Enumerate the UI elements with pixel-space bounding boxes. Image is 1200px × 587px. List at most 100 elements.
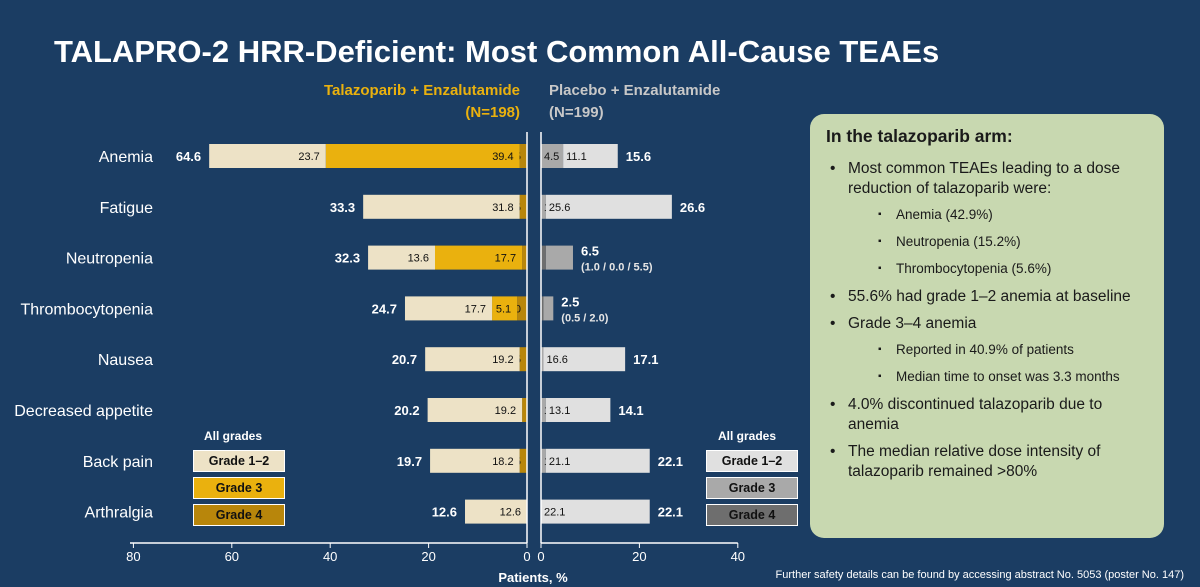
info-panel: In the talazoparib arm: Most common TEAE… (810, 114, 1164, 538)
bar-value-label: 5.1 (496, 303, 511, 315)
butterfly-chart: Talazoparib + Enzalutamide (N=198) Place… (14, 82, 745, 585)
bar-left-grade4 (522, 245, 527, 270)
category-label: Anemia (99, 149, 153, 166)
total-right: 22.1 (658, 454, 683, 469)
total-left: 64.6 (176, 149, 201, 164)
bar-right-grade3 (541, 347, 544, 372)
panel-subbullet: Reported in 40.9% of patients (826, 341, 1150, 359)
x-tick-label-right: 0 (537, 549, 544, 564)
bar-value-label: 19.2 (495, 405, 516, 417)
panel-subbullet: Anemia (42.9%) (826, 206, 1150, 224)
panel-bullet-grade34: Grade 3–4 anemia (826, 314, 1150, 334)
legend-left-title: All grades (204, 429, 263, 443)
bar-right-grade4 (541, 245, 546, 270)
total-right: 15.6 (626, 149, 651, 164)
bar-right-grade12 (543, 347, 626, 372)
bar-value-label: 13.6 (408, 253, 429, 265)
legend-left-grade3: Grade 3 (193, 477, 285, 499)
legend-left-grade4: Grade 4 (193, 504, 285, 526)
bar-value-label: 31.8 (492, 202, 513, 214)
bar-left-grade12 (363, 194, 520, 219)
bar-value-label: 21.1 (549, 456, 570, 468)
bar-left-grade4 (519, 194, 527, 219)
total-left: 12.6 (432, 505, 457, 520)
panel-bullet-discontinued: 4.0% discontinued talazoparib due to ane… (826, 395, 1150, 435)
bar-right-grade3 (545, 245, 573, 270)
category-label: Thrombocytopenia (20, 301, 153, 318)
bar-value-label: 11.1 (566, 151, 587, 163)
category-label: Neutropenia (66, 251, 153, 268)
bar-right-grade4 (541, 296, 544, 321)
panel-title: In the talazoparib arm: (826, 126, 1013, 146)
bar-value-label: 19.2 (492, 354, 513, 366)
panel-bullet-dose-reduction: Most common TEAEs leading to a dose redu… (826, 159, 1150, 199)
bar-right-grade12 (545, 194, 672, 219)
x-tick-label-left: 60 (225, 549, 239, 564)
bar-right-grade12 (545, 398, 611, 422)
bar-left-grade12 (427, 398, 523, 422)
total-left: 20.7 (392, 352, 417, 367)
bar-right-grade12 (545, 448, 650, 473)
total-left: 32.3 (335, 251, 360, 266)
bar-left-grade12 (425, 347, 520, 372)
bar-left-grade12 (465, 499, 527, 524)
bar-left-grade4 (522, 398, 527, 422)
bar-value-label: 39.4 (492, 151, 513, 163)
bar-value-label: 18.2 (492, 456, 513, 468)
arm-right-n: (N=199) (549, 104, 604, 121)
bar-left-grade12 (430, 448, 520, 473)
panel-subbullet: Neutropenia (15.2%) (826, 233, 1150, 251)
x-axis-label: Patients, % (498, 570, 568, 585)
bar-left-grade3 (492, 296, 518, 321)
total-right: 14.1 (618, 403, 643, 418)
legend-right-grade12: Grade 1–2 (706, 450, 798, 472)
total-right: 22.1 (658, 505, 683, 520)
grade-breakdown: (0.5 / 2.0) (561, 312, 608, 324)
x-tick-label-right: 20 (632, 549, 646, 564)
panel-bullet-baseline: 55.6% had grade 1–2 anemia at baseline (826, 287, 1150, 307)
category-label: Fatigue (100, 200, 153, 217)
bar-right-grade12 (541, 499, 650, 524)
bar-right-grade12 (563, 144, 618, 168)
legend-right-title: All grades (718, 429, 777, 443)
category-label: Decreased appetite (14, 403, 153, 420)
bar-right-grade3 (541, 398, 546, 422)
legend-right-grade4: Grade 4 (706, 504, 798, 526)
panel-subbullet: Thrombocytopenia (5.6%) (826, 260, 1150, 278)
bar-value-label: 25.6 (549, 202, 570, 214)
panel-bullet-dose-intensity: The median relative dose intensity of ta… (826, 442, 1150, 482)
grade-breakdown: (1.0 / 0.0 / 5.5) (581, 262, 653, 274)
x-tick-label-right: 40 (731, 549, 745, 564)
arm-left-n: (N=198) (465, 104, 520, 121)
bar-left-grade12 (368, 245, 435, 270)
bar-left-grade4 (519, 144, 527, 168)
bar-right-grade3 (543, 296, 554, 321)
bar-value-label: 12.6 (500, 507, 521, 519)
total-left: 19.7 (397, 454, 422, 469)
x-tick-label-left: 0 (523, 549, 530, 564)
bar-left-grade4 (519, 347, 527, 372)
panel-subbullet: Median time to onset was 3.3 months (826, 368, 1150, 386)
bar-right-grade3 (541, 144, 564, 168)
bar-left-grade12 (209, 144, 326, 168)
bar-value-label: 13.1 (549, 405, 570, 417)
arm-left-name: Talazoparib + Enzalutamide (324, 82, 520, 99)
bar-value-label: 17.7 (465, 303, 486, 315)
bar-left-grade4 (519, 448, 527, 473)
total-left: 24.7 (372, 301, 397, 316)
bar-value-label: 17.7 (495, 253, 516, 265)
bar-value-label: 22.1 (544, 507, 565, 519)
category-label: Back pain (83, 454, 153, 471)
total-right: 2.5 (561, 294, 579, 309)
bar-left-grade3 (325, 144, 520, 168)
bar-right-grade3 (541, 448, 546, 473)
x-tick-label-left: 80 (126, 549, 140, 564)
category-label: Arthralgia (85, 505, 154, 522)
bar-value-label: 23.7 (298, 151, 319, 163)
slide-title: TALAPRO-2 HRR-Deficient: Most Common All… (54, 34, 940, 69)
bar-value-label: 16.6 (546, 354, 567, 366)
arm-right-name: Placebo + Enzalutamide (549, 82, 720, 99)
total-right: 26.6 (680, 200, 705, 215)
total-right: 17.1 (633, 352, 658, 367)
